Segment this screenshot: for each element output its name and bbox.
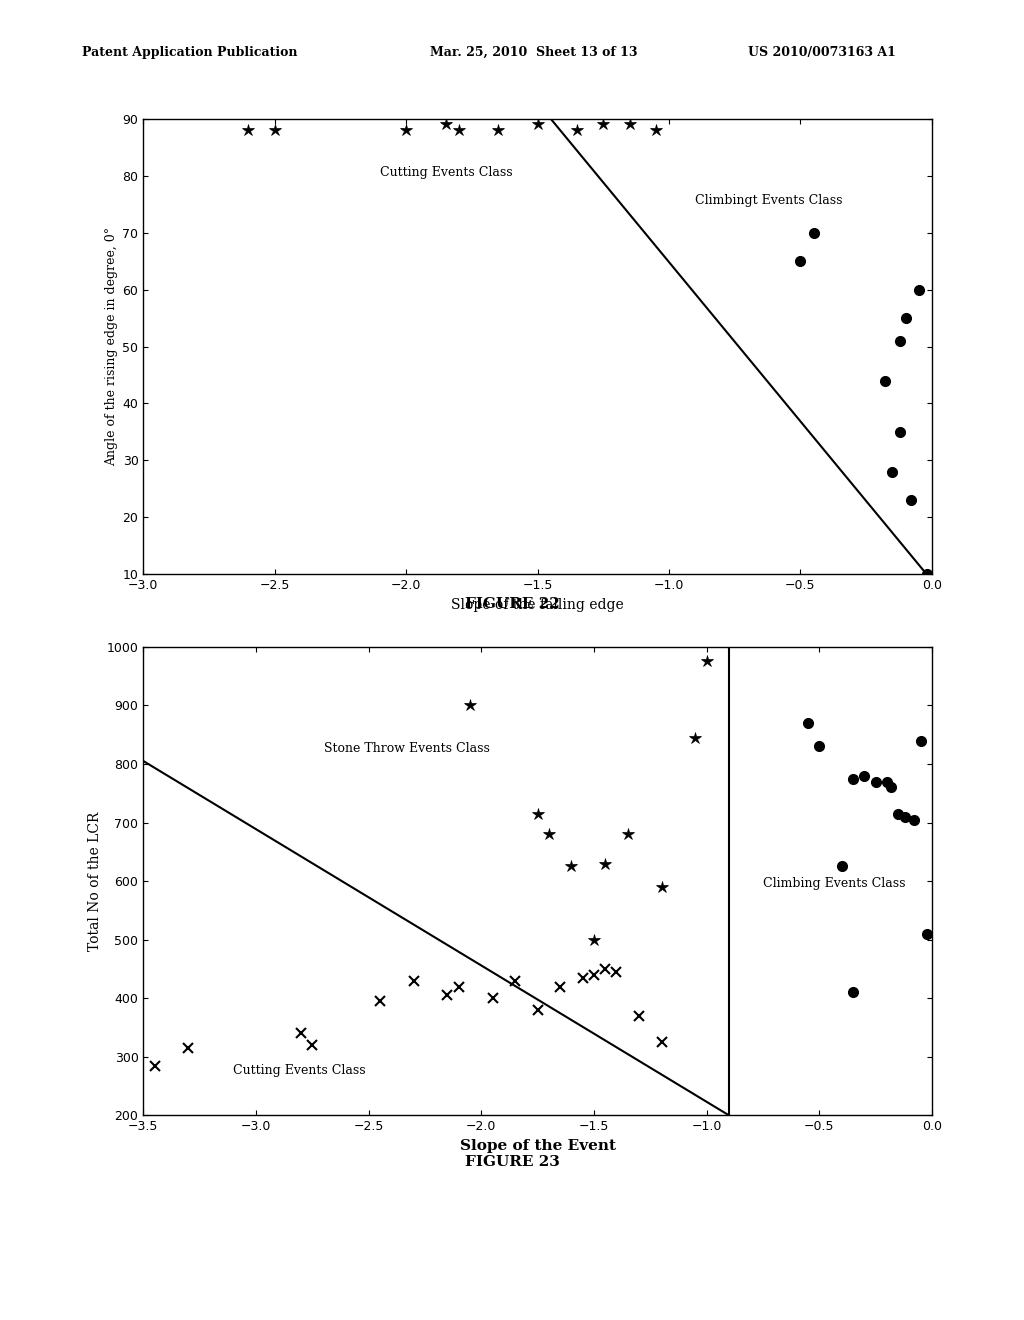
- Text: US 2010/0073163 A1: US 2010/0073163 A1: [748, 46, 895, 59]
- Text: FIGURE 23: FIGURE 23: [465, 1155, 559, 1170]
- Text: Patent Application Publication: Patent Application Publication: [82, 46, 297, 59]
- X-axis label: Slope of the Event: Slope of the Event: [460, 1139, 615, 1152]
- Text: FIGURE 22: FIGURE 22: [465, 597, 559, 611]
- Text: Climbingt Events Class: Climbingt Events Class: [695, 194, 843, 207]
- Text: Mar. 25, 2010  Sheet 13 of 13: Mar. 25, 2010 Sheet 13 of 13: [430, 46, 638, 59]
- Text: Cutting Events Class: Cutting Events Class: [380, 166, 513, 178]
- Y-axis label: Total No of the LCR: Total No of the LCR: [88, 812, 102, 950]
- Text: Stone Throw Events Class: Stone Throw Events Class: [324, 742, 489, 755]
- X-axis label: Slope of the falling edge: Slope of the falling edge: [452, 598, 624, 611]
- Text: Climbing Events Class: Climbing Events Class: [763, 876, 905, 890]
- Y-axis label: Angle of the rising edge in degree, 0°: Angle of the rising edge in degree, 0°: [105, 227, 119, 466]
- Text: Cutting Events Class: Cutting Events Class: [233, 1064, 367, 1077]
